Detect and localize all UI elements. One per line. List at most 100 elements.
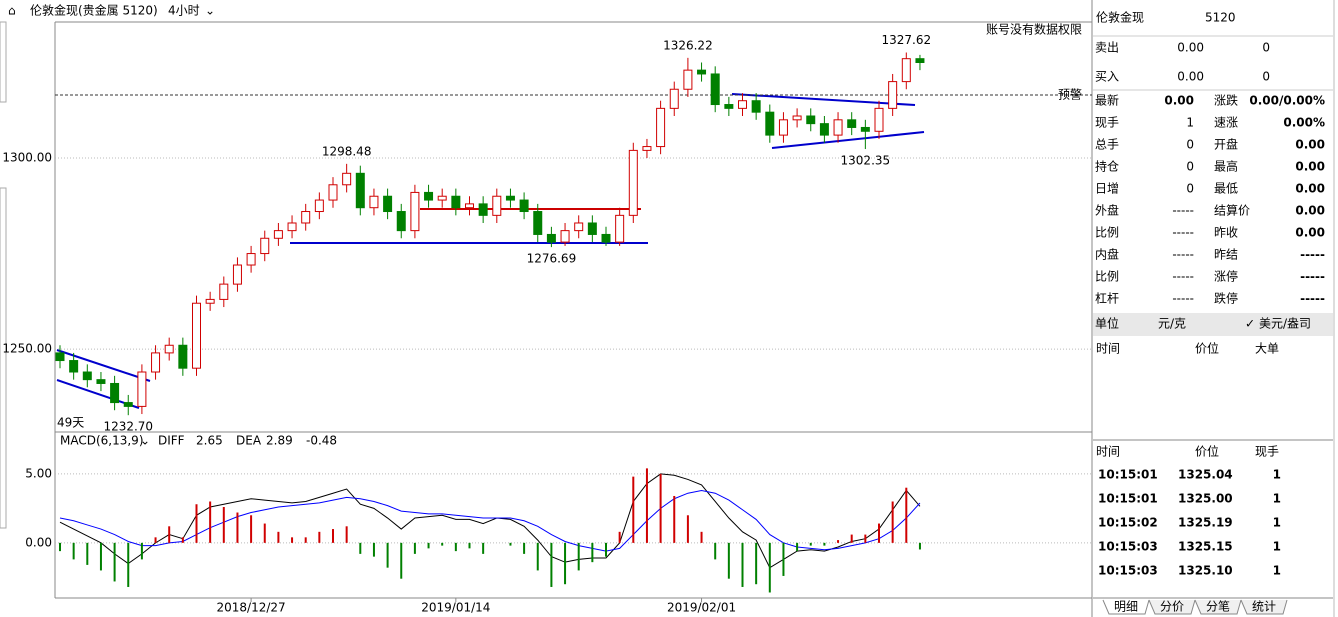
candle-body: [437, 195, 447, 201]
tab-shape[interactable]: [1148, 599, 1196, 615]
trend-line: [56, 349, 151, 382]
legend-name: DIFF: [158, 434, 185, 448]
quote-label: 涨跌: [1214, 93, 1238, 108]
quote-value: 0.00: [1295, 204, 1325, 218]
period-selector[interactable]: 4小时: [168, 4, 200, 18]
column-header: 现手: [1255, 445, 1279, 459]
quote-label: 内盘: [1095, 247, 1119, 262]
quote-value: 0.00: [1295, 160, 1325, 174]
chart-title: 伦敦金现(贵金属 5120): [30, 3, 158, 18]
quote-value: 0.00: [1295, 138, 1325, 152]
candle-body: [888, 81, 898, 109]
quote-label: 最高: [1214, 159, 1238, 174]
column-header: 时间: [1096, 342, 1120, 356]
candle-body: [478, 203, 488, 216]
candle-body: [778, 119, 788, 136]
trade-time: 10:15:03: [1098, 540, 1158, 554]
candle-body: [724, 104, 734, 109]
buy-price: 0.00: [1177, 70, 1204, 84]
macd-line: [59, 489, 921, 552]
column-header: 时间: [1096, 445, 1120, 459]
trend-line: [731, 93, 916, 106]
candle-body: [396, 211, 406, 232]
column-header: 价位: [1195, 444, 1219, 459]
quote-label: 结算价: [1214, 203, 1250, 218]
candle-body: [615, 214, 625, 243]
candle-body: [328, 184, 338, 201]
candle-body: [765, 111, 775, 136]
candle-body: [451, 195, 461, 209]
quote-label: 昨结: [1214, 248, 1238, 262]
unit-option[interactable]: 元/克: [1158, 317, 1186, 331]
candle-body: [792, 115, 802, 121]
candle-body: [697, 69, 707, 75]
quote-label: 现手: [1095, 116, 1119, 130]
trade-price: 1325.15: [1178, 540, 1233, 554]
candle-body: [751, 100, 761, 113]
column-header: 大单: [1255, 342, 1279, 356]
chart-icon: ⌂: [8, 4, 16, 18]
sell-price: 0.00: [1177, 41, 1204, 55]
candle-body: [287, 222, 297, 232]
quote-value: 1: [1186, 116, 1194, 130]
check-mark: ✓: [1245, 317, 1255, 331]
legend-value: 2.65: [196, 434, 223, 448]
quote-label: 日增: [1095, 182, 1119, 196]
tab[interactable]: 统计: [1252, 600, 1276, 614]
legend-name: DEA: [236, 434, 262, 448]
tab-shape[interactable]: [1240, 599, 1288, 615]
candle-body: [642, 146, 652, 151]
candle-body: [683, 69, 693, 90]
quote-value: 0.00: [1295, 182, 1325, 196]
quote-title: 伦敦金现: [1096, 10, 1144, 25]
candle-body: [273, 230, 283, 239]
candle-body: [110, 382, 120, 404]
candle-body: [383, 195, 393, 213]
dropdown-arrow[interactable]: ⌄: [140, 434, 150, 448]
candle-body: [710, 73, 720, 106]
tab[interactable]: 分笔: [1206, 599, 1230, 614]
side-handle: [0, 187, 7, 529]
dropdown-arrow[interactable]: ⌄: [205, 4, 215, 18]
tab[interactable]: 明细: [1114, 600, 1138, 614]
trade-volume: 1: [1273, 564, 1281, 578]
quote-label: 外盘: [1095, 203, 1119, 218]
candle-body: [123, 402, 133, 407]
candle-body: [519, 199, 529, 213]
candle-body: [192, 302, 201, 369]
candle-body: [465, 203, 474, 209]
candle-body: [55, 352, 65, 362]
unit-option[interactable]: 美元/盎司: [1259, 317, 1311, 331]
quote-value: 0.00%: [1283, 116, 1325, 130]
candle-body: [505, 195, 515, 201]
trade-price: 1325.19: [1178, 516, 1233, 530]
x-tick-label: 2019/01/14: [421, 601, 490, 615]
candle-body: [492, 195, 502, 216]
days-label: 49天: [57, 416, 84, 430]
quote-label: 开盘: [1214, 137, 1238, 152]
candle-body: [342, 172, 352, 186]
candle-body: [574, 222, 584, 232]
candle-body: [901, 58, 911, 83]
legend-value: -0.48: [306, 434, 337, 448]
quote-value: 0.00: [1164, 94, 1194, 108]
tab-shape[interactable]: [1102, 599, 1150, 615]
buy-volume: 0: [1262, 70, 1270, 84]
quote-value: -----: [1172, 248, 1194, 262]
trade-price: 1325.10: [1178, 564, 1233, 578]
tab[interactable]: 分价: [1160, 600, 1184, 614]
macd-title: MACD(6,13,9): [60, 434, 144, 448]
y-tick-label: 1250.00: [2, 342, 52, 356]
quote-value: -----: [1300, 248, 1325, 262]
trade-volume: 1: [1273, 492, 1281, 506]
candle-body: [301, 211, 311, 224]
tab-shape[interactable]: [1194, 599, 1242, 615]
candle-body: [164, 344, 174, 354]
quote-value: -----: [1172, 292, 1194, 306]
alert-label: 预警: [1058, 86, 1082, 101]
candle-body: [369, 195, 379, 209]
quote-value: -----: [1172, 226, 1194, 240]
candle-body: [410, 191, 420, 232]
quote-value: -----: [1300, 270, 1325, 284]
